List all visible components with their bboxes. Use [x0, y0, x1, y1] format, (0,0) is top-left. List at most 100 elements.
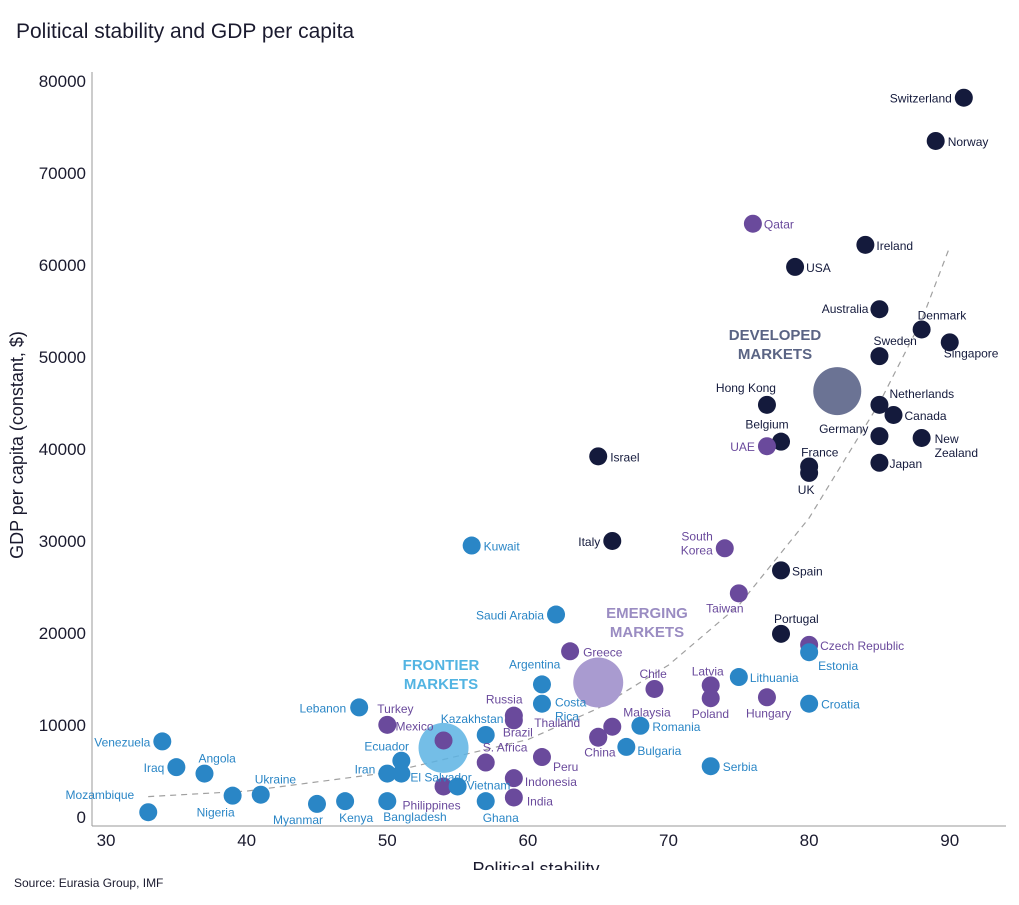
label-ecuador: Ecuador [364, 740, 409, 754]
point-netherlands [870, 395, 889, 414]
point-uk [800, 463, 819, 482]
label-argentina: Argentina [509, 657, 561, 671]
x-tick-label: 50 [378, 831, 397, 850]
point-ukraine [251, 785, 270, 804]
point-hong-kong [757, 395, 776, 414]
point-usa [786, 257, 805, 276]
label-greece: Greece [583, 645, 623, 659]
point-ecuador [392, 751, 411, 770]
y-tick-label: 10000 [39, 716, 86, 735]
y-tick-labels: 0 10000 20000 30000 40000 50000 60000 70000 8000… [39, 72, 86, 827]
point-estonia [800, 643, 819, 662]
point-bangladesh [378, 792, 397, 811]
label-india: India [527, 794, 553, 808]
point-portugal [772, 624, 791, 643]
point-serbia [701, 757, 720, 776]
x-tick-label: 40 [237, 831, 256, 850]
label-saudi-arabia: Saudi Arabia [476, 609, 544, 623]
point-ghana [476, 792, 495, 811]
emerging-group-label: MARKETS [610, 624, 684, 641]
point-latvia [701, 676, 720, 695]
point-greece [561, 642, 580, 661]
label-czech-republic: Czech Republic [820, 639, 904, 653]
label-taiwan: Taiwan [706, 601, 743, 615]
label-kuwait: Kuwait [484, 540, 521, 554]
data-points [139, 88, 973, 822]
label-hong-kong: Hong Kong [716, 381, 776, 395]
x-tick-label: 70 [659, 831, 678, 850]
label-germany: Germany [819, 422, 868, 436]
point-lithuania [729, 668, 748, 687]
label-bangladesh: Bangladesh [383, 810, 446, 824]
point-nigeria [223, 786, 242, 805]
point-iran [378, 764, 397, 783]
developed-group-label: MARKETS [738, 346, 812, 363]
label-estonia: Estonia [818, 659, 858, 673]
point-china [589, 728, 608, 747]
label-france: France [801, 445, 839, 459]
point-canada [884, 405, 903, 424]
frontier-group-label: MARKETS [404, 676, 478, 693]
label-ireland: Ireland [876, 239, 913, 253]
x-tick-label: 30 [97, 831, 116, 850]
point-germany [870, 427, 889, 446]
label-poland: Poland [692, 707, 729, 721]
point-costa-rica [532, 694, 551, 713]
label-uk: UK [798, 483, 815, 497]
label-croatia: Croatia [821, 698, 860, 712]
label-serbia: Serbia [723, 760, 758, 774]
x-tick-label: 60 [518, 831, 537, 850]
point-new-zealand [912, 428, 931, 447]
point-indonesia [504, 769, 523, 788]
group-average-markers [418, 367, 862, 773]
label-australia: Australia [822, 302, 869, 316]
emerging-average-marker [573, 657, 624, 708]
point-kuwait [462, 536, 481, 555]
point-israel [589, 447, 608, 466]
label-el-salvador: El Salvador [410, 771, 471, 785]
label-singapore: Singapore [944, 346, 999, 360]
label-s-africa: S. Africa [483, 741, 528, 755]
point-italy [603, 531, 622, 550]
label-uae: UAE [730, 440, 755, 454]
developed-average-marker [813, 367, 862, 416]
point-ireland [856, 235, 875, 254]
label-switzerland: Switzerland [890, 92, 952, 106]
point-iraq [167, 758, 186, 777]
x-tick-label: 80 [800, 831, 819, 850]
label-israel: Israel [610, 450, 639, 464]
x-axis-title: Political stability [472, 859, 599, 870]
frontier-group-label: FRONTIER [403, 657, 480, 674]
label-netherlands: Netherlands [889, 387, 954, 401]
point-south-korea [715, 539, 734, 558]
point-peru [532, 748, 551, 767]
label-hungary: Hungary [746, 706, 791, 720]
point-malaysia [603, 717, 622, 736]
label-qatar: Qatar [764, 218, 794, 232]
label-myanmar: Myanmar [273, 813, 323, 827]
point-philippines [434, 777, 453, 796]
developed-group-label: DEVELOPED [729, 327, 822, 344]
label-nigeria: Nigeria [197, 806, 235, 820]
point-switzerland [954, 88, 973, 107]
label-new-zealand: New Zealand [935, 432, 978, 460]
label-kenya: Kenya [339, 811, 373, 825]
label-mexico: Mexico [396, 719, 434, 733]
point-qatar [743, 214, 762, 233]
label-costa-rica: Costa Rica [555, 696, 587, 724]
point-croatia [800, 694, 819, 713]
label-lithuania: Lithuania [750, 671, 799, 685]
label-canada: Canada [905, 409, 947, 423]
point-mexico [434, 731, 453, 750]
point-hungary [757, 688, 776, 707]
label-belgium: Belgium [745, 418, 788, 432]
point-el-salvador [392, 764, 411, 783]
label-ukraine: Ukraine [255, 773, 297, 787]
axes [91, 72, 1006, 827]
point-australia [870, 300, 889, 319]
label-usa: USA [806, 261, 831, 275]
label-vietnam: Vietnam [467, 778, 511, 792]
point-brazil [504, 711, 523, 730]
y-tick-label: 30000 [39, 532, 86, 551]
point-belgium [772, 432, 791, 451]
